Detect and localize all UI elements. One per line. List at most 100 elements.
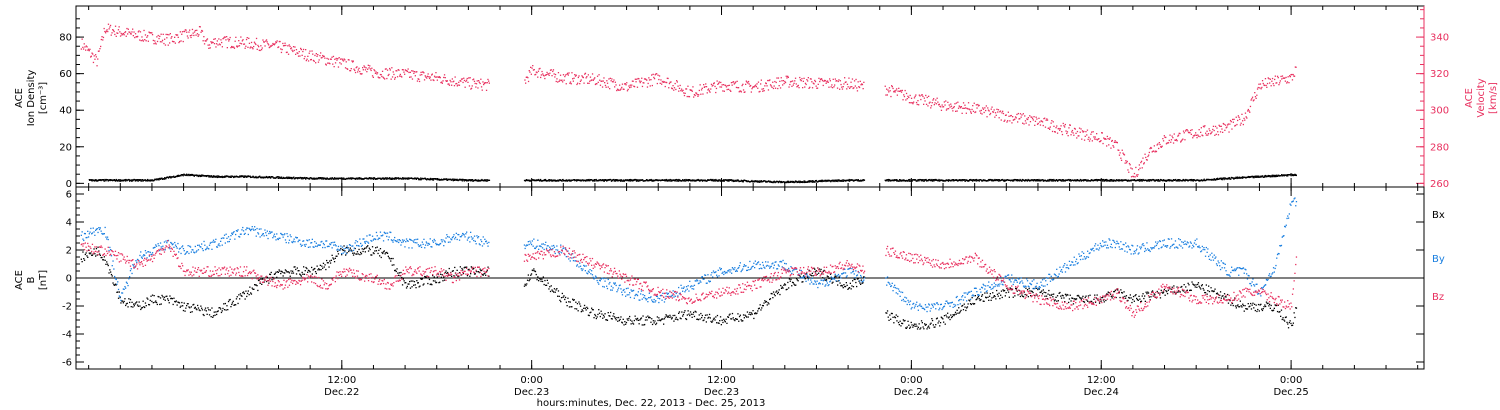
data-point xyxy=(209,47,211,49)
data-point xyxy=(758,307,760,309)
data-point xyxy=(358,178,360,180)
data-point xyxy=(750,312,753,314)
data-point xyxy=(176,34,178,36)
data-point xyxy=(1062,179,1064,181)
data-point xyxy=(239,298,241,300)
data-point xyxy=(599,315,601,318)
data-point xyxy=(465,179,467,181)
data-point xyxy=(1026,179,1028,181)
data-point xyxy=(250,292,252,294)
data-point xyxy=(382,252,384,255)
data-point xyxy=(435,72,437,74)
data-point xyxy=(621,86,623,89)
data-point xyxy=(169,295,171,297)
data-point xyxy=(112,29,115,32)
data-point xyxy=(373,69,375,71)
data-point xyxy=(98,250,100,252)
data-point xyxy=(298,270,300,272)
data-point xyxy=(256,285,258,287)
data-point xyxy=(129,301,131,304)
data-point xyxy=(700,312,702,315)
data-point xyxy=(91,180,93,182)
data-point xyxy=(456,269,458,271)
data-point xyxy=(474,82,476,85)
data-point xyxy=(1276,82,1278,84)
data-point xyxy=(338,57,340,59)
data-point xyxy=(1290,175,1292,177)
data-point xyxy=(786,180,789,182)
top-panel-frame xyxy=(75,5,1425,188)
data-point xyxy=(107,30,109,33)
data-point xyxy=(252,48,254,50)
data-point xyxy=(762,90,764,92)
data-point xyxy=(1003,179,1006,181)
data-point xyxy=(840,180,842,182)
data-point xyxy=(1026,118,1028,120)
data-point xyxy=(135,36,137,38)
data-point xyxy=(558,180,560,182)
data-point xyxy=(695,92,697,94)
data-point xyxy=(161,177,163,179)
data-point xyxy=(134,33,137,35)
data-point xyxy=(672,85,674,87)
data-point xyxy=(1086,134,1088,136)
data-point xyxy=(114,25,117,27)
data-point xyxy=(348,250,350,253)
data-point xyxy=(439,281,441,283)
data-point xyxy=(721,84,723,86)
data-point xyxy=(753,317,755,320)
data-point xyxy=(826,80,829,82)
data-point xyxy=(320,269,322,271)
data-point xyxy=(708,90,710,92)
data-point xyxy=(914,95,916,98)
data-point xyxy=(284,42,286,44)
data-point xyxy=(1243,117,1245,120)
data-point xyxy=(977,103,979,106)
data-point xyxy=(444,77,446,79)
data-point xyxy=(1288,82,1290,84)
data-point xyxy=(129,33,132,35)
data-point xyxy=(309,50,311,52)
data-point xyxy=(585,309,587,311)
data-point xyxy=(639,319,641,321)
data-point xyxy=(750,314,752,316)
data-point xyxy=(404,69,406,71)
data-point xyxy=(638,80,641,82)
data-point xyxy=(409,287,412,289)
data-point xyxy=(769,298,771,301)
data-point xyxy=(811,81,813,83)
data-point xyxy=(218,38,220,40)
data-point xyxy=(1032,180,1034,182)
data-point xyxy=(170,297,172,300)
data-point xyxy=(1034,179,1036,181)
data-point xyxy=(1269,78,1271,80)
data-point xyxy=(614,81,616,83)
data-point xyxy=(235,298,238,300)
data-point xyxy=(229,175,231,177)
data-point xyxy=(1121,149,1123,151)
data-point xyxy=(623,180,625,182)
data-point xyxy=(233,46,235,48)
data-point xyxy=(217,44,219,46)
data-point xyxy=(1200,127,1202,129)
data-point xyxy=(1006,121,1008,123)
data-point xyxy=(933,104,935,106)
data-point xyxy=(1212,128,1214,131)
data-point xyxy=(718,322,720,324)
data-point xyxy=(139,179,141,182)
data-point xyxy=(179,31,181,33)
data-point xyxy=(733,83,735,85)
data-point xyxy=(263,281,265,283)
data-point xyxy=(1259,176,1261,178)
data-point xyxy=(207,175,210,177)
data-point xyxy=(447,274,450,276)
data-point xyxy=(181,31,184,33)
data-point xyxy=(663,81,665,83)
data-point xyxy=(616,179,618,181)
data-point xyxy=(446,272,448,274)
data-point xyxy=(711,85,713,87)
data-point xyxy=(852,87,854,90)
data-point xyxy=(699,84,701,86)
data-point xyxy=(1227,177,1230,179)
data-point xyxy=(1221,179,1223,181)
